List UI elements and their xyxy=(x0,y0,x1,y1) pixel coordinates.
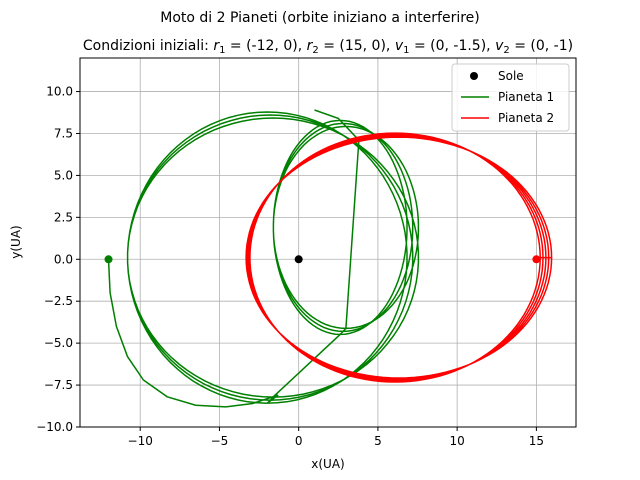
chart-title: Condizioni iniziali: r1 = (-12, 0), r2 =… xyxy=(83,38,573,56)
title-v2-sub: 2 xyxy=(503,45,509,56)
x-tick-label: 15 xyxy=(529,434,544,448)
y-tick-label: −7.5 xyxy=(44,378,73,392)
planet2-orbit xyxy=(245,132,553,383)
x-tick-label: −5 xyxy=(211,434,229,448)
title-r1-value: = (-12, 0), xyxy=(225,38,306,54)
sun-marker xyxy=(294,255,303,264)
title-prefix: Condizioni iniziali: xyxy=(83,38,213,54)
y-axis-label: y(UA) xyxy=(9,225,23,258)
x-tick-label: 10 xyxy=(450,434,465,448)
title-r2-sub: 2 xyxy=(312,45,318,56)
chart-suptitle: Moto di 2 Pianeti (orbite iniziano a int… xyxy=(160,10,479,26)
title-r1-label: r xyxy=(213,38,220,54)
y-tick-label: 7.5 xyxy=(54,126,73,140)
y-tick-label: −10.0 xyxy=(36,420,73,434)
title-v1-label: v xyxy=(395,38,404,54)
y-tick-label: 0.0 xyxy=(54,252,73,266)
legend-pianeta1-label: Pianeta 1 xyxy=(498,90,554,104)
planet2-start-marker xyxy=(532,255,541,264)
x-tick-label: 5 xyxy=(374,434,382,448)
title-r2-value: = (15, 0), xyxy=(319,38,395,54)
x-tick-label: −10 xyxy=(128,434,153,448)
title-v2-value: = (0, -1) xyxy=(510,38,573,54)
title-v1-value: = (0, -1.5), xyxy=(410,38,496,54)
x-axis-label: x(UA) xyxy=(311,457,344,471)
y-tick-label: −2.5 xyxy=(44,294,73,308)
y-tick-label: −5.0 xyxy=(44,336,73,350)
title-v2-label: v xyxy=(495,38,504,54)
legend-box xyxy=(451,63,570,132)
legend: Sole Pianeta 1 Pianeta 2 xyxy=(451,63,570,132)
axis-ticks: −10 −5 0 5 10 15 −10.0 −7.5 −5.0 −2.5 0.0 2.5 5.0 7.5… xyxy=(36,85,544,448)
title-r2-label: r xyxy=(307,38,314,54)
legend-sole-label: Sole xyxy=(498,69,524,83)
y-tick-label: 5.0 xyxy=(54,168,73,182)
legend-pianeta2-label: Pianeta 2 xyxy=(498,111,554,125)
plot-area xyxy=(104,109,553,408)
y-tick-label: 10.0 xyxy=(46,85,73,99)
planet1-start-marker xyxy=(104,255,113,264)
planet1-orbit xyxy=(107,109,420,408)
legend-sole-marker xyxy=(470,72,478,80)
axes-frame xyxy=(79,57,577,428)
y-tick-label: 2.5 xyxy=(54,210,73,224)
x-tick-label: 0 xyxy=(295,434,303,448)
title-v1-sub: 1 xyxy=(403,45,409,56)
title-r1-sub: 1 xyxy=(219,45,225,56)
